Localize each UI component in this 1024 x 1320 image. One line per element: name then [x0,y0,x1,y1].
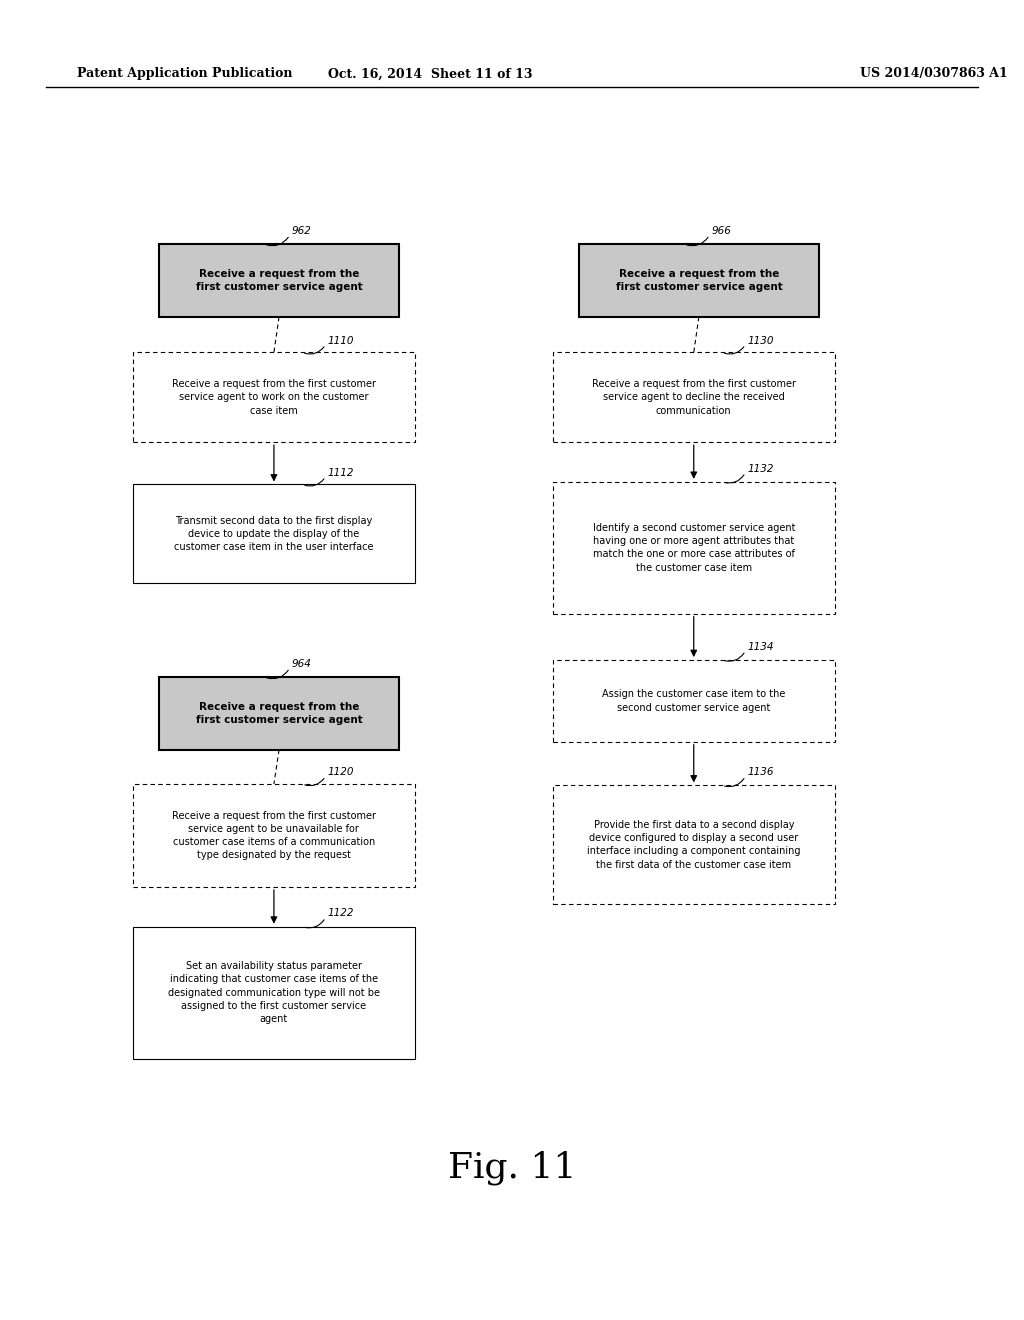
Bar [133,352,415,442]
Bar [159,677,399,750]
Text: Receive a request from the
first customer service agent: Receive a request from the first custome… [615,269,782,292]
Text: Oct. 16, 2014  Sheet 11 of 13: Oct. 16, 2014 Sheet 11 of 13 [328,67,532,81]
Text: 1130: 1130 [748,335,774,346]
Text: Provide the first data to a second display
device configured to display a second: Provide the first data to a second displ… [587,820,801,870]
Text: Transmit second data to the first display
device to update the display of the
cu: Transmit second data to the first displa… [174,516,374,552]
Text: 966: 966 [712,226,731,236]
Text: 1120: 1120 [328,767,354,777]
Text: 1132: 1132 [748,463,774,474]
Text: Receive a request from the first customer
service agent to be unavailable for
cu: Receive a request from the first custome… [172,810,376,861]
Bar [579,244,819,317]
Text: Receive a request from the first customer
service agent to work on the customer
: Receive a request from the first custome… [172,379,376,416]
Text: Set an availability status parameter
indicating that customer case items of the
: Set an availability status parameter ind… [168,961,380,1024]
Bar [133,927,415,1059]
Bar [553,785,835,904]
Bar [553,660,835,742]
Text: 962: 962 [292,226,311,236]
Bar [133,784,415,887]
Text: Assign the customer case item to the
second customer service agent: Assign the customer case item to the sec… [602,689,785,713]
Text: 1112: 1112 [328,467,354,478]
Text: 1134: 1134 [748,642,774,652]
Text: 1136: 1136 [748,767,774,777]
Text: 1110: 1110 [328,335,354,346]
Text: Identify a second customer service agent
having one or more agent attributes tha: Identify a second customer service agent… [593,523,795,573]
Text: US 2014/0307863 A1: US 2014/0307863 A1 [860,67,1008,81]
Text: 1122: 1122 [328,908,354,919]
Text: 964: 964 [292,659,311,669]
Text: Receive a request from the
first customer service agent: Receive a request from the first custome… [196,702,362,725]
Bar [133,484,415,583]
Text: Receive a request from the first customer
service agent to decline the received
: Receive a request from the first custome… [592,379,796,416]
Bar [159,244,399,317]
Text: Receive a request from the
first customer service agent: Receive a request from the first custome… [196,269,362,292]
Bar [553,352,835,442]
Text: Patent Application Publication: Patent Application Publication [77,67,292,81]
Bar [553,482,835,614]
Text: Fig. 11: Fig. 11 [447,1151,577,1185]
